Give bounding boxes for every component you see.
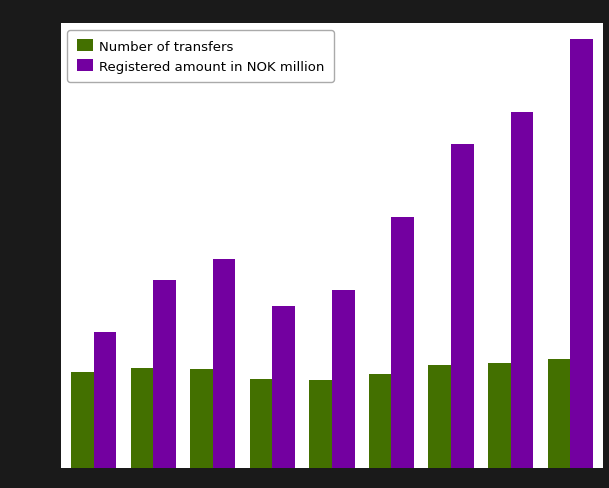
Legend: Number of transfers, Registered amount in NOK million: Number of transfers, Registered amount i… bbox=[68, 31, 334, 83]
Bar bbox=[190, 369, 213, 468]
Bar bbox=[510, 113, 533, 468]
Bar bbox=[153, 281, 176, 468]
Bar bbox=[570, 40, 593, 468]
Bar bbox=[369, 374, 392, 468]
Bar bbox=[309, 381, 332, 468]
Bar bbox=[332, 291, 354, 468]
Bar bbox=[488, 363, 510, 468]
Bar bbox=[71, 372, 94, 468]
Bar bbox=[272, 306, 295, 468]
Bar bbox=[130, 368, 153, 468]
Bar bbox=[428, 365, 451, 468]
Bar bbox=[250, 380, 272, 468]
Bar bbox=[547, 359, 570, 468]
Bar bbox=[94, 333, 116, 468]
Bar bbox=[451, 144, 474, 468]
Bar bbox=[392, 218, 414, 468]
Bar bbox=[213, 260, 236, 468]
